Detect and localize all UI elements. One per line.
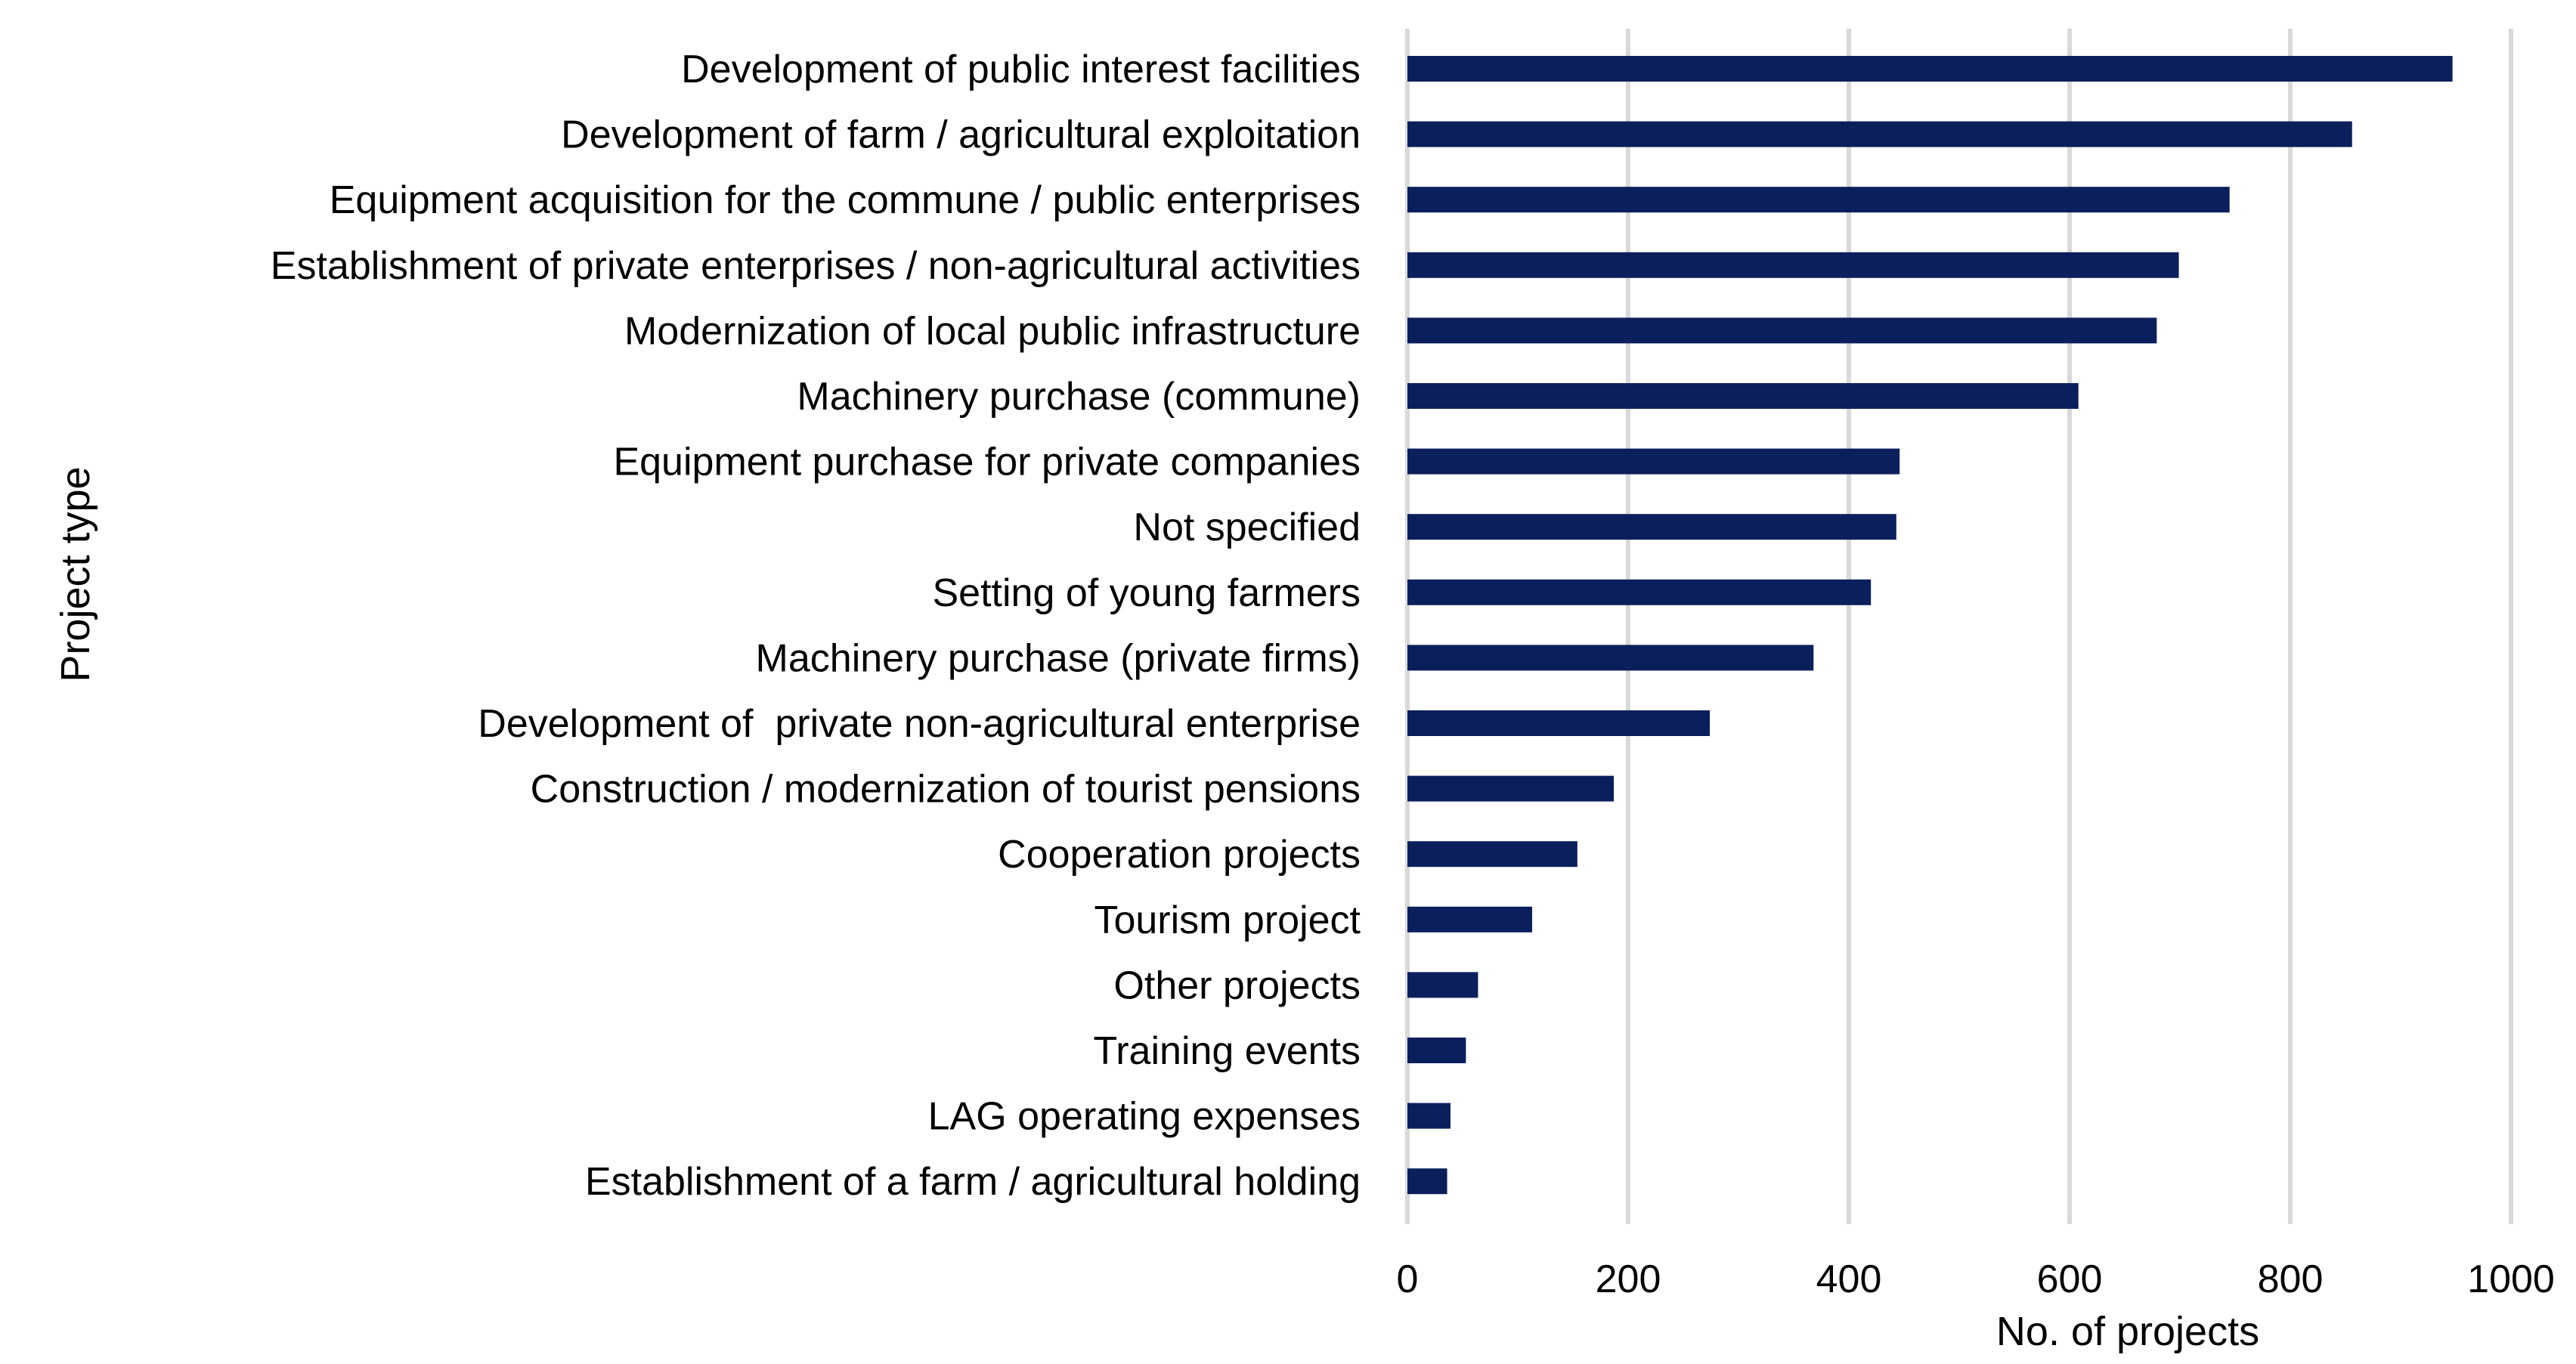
category-label: Development of private non-agricultural … (478, 702, 1361, 746)
bar (1407, 514, 1896, 540)
bar (1407, 448, 1900, 475)
bar (1407, 645, 1814, 671)
category-label: Machinery purchase (commune) (797, 375, 1361, 419)
category-label: Construction / modernization of tourist … (531, 768, 1361, 812)
bar (1407, 775, 1615, 802)
x-tick-label: 600 (2037, 1257, 2103, 1301)
bar (1407, 56, 2453, 82)
category-label: Training events (1093, 1029, 1361, 1073)
category-labels: Development of public interest facilitie… (271, 48, 1361, 1204)
bar (1407, 579, 1872, 605)
bars (1407, 56, 2453, 1195)
bar (1407, 710, 1711, 736)
bar (1407, 1103, 1451, 1129)
bar (1407, 841, 1577, 868)
bar (1407, 383, 2079, 409)
x-tick-labels: 0 200 400 600 800 1000 (1397, 1257, 2555, 1301)
bar (1407, 1038, 1466, 1063)
bar (1407, 1168, 1447, 1195)
bar (1407, 187, 2230, 213)
category-label: Other projects (1113, 963, 1361, 1007)
x-tick-label: 400 (1816, 1257, 1882, 1301)
category-label: Setting of young farmers (932, 571, 1361, 615)
category-label: Tourism project (1094, 899, 1361, 942)
bar (1407, 317, 2157, 344)
gridlines (1405, 29, 2513, 1224)
x-tick-label: 0 (1397, 1257, 1419, 1301)
category-label: Cooperation projects (998, 833, 1361, 877)
bar (1407, 121, 2352, 147)
bar (1407, 252, 2179, 278)
category-label: Equipment purchase for private companies (613, 441, 1361, 484)
x-tick-label: 800 (2258, 1257, 2324, 1301)
category-label: Modernization of local public infrastruc… (624, 309, 1361, 353)
category-label: Establishment of a farm / agricultural h… (585, 1160, 1361, 1204)
category-label: Not specified (1133, 506, 1361, 549)
y-axis-title: Project type (53, 466, 98, 682)
bar (1407, 906, 1532, 933)
x-tick-label: 200 (1596, 1257, 1661, 1301)
x-axis-title: No. of projects (1996, 1309, 2259, 1354)
category-label: Establishment of private enterprises / n… (271, 244, 1361, 288)
category-label: Machinery purchase (private firms) (756, 636, 1361, 680)
bar (1407, 972, 1478, 998)
category-label: Development of farm / agricultural explo… (561, 113, 1361, 157)
category-label: Development of public interest facilitie… (681, 48, 1361, 91)
category-label: Equipment acquisition for the commune / … (330, 178, 1361, 222)
x-tick-label: 1000 (2467, 1257, 2555, 1301)
category-label: LAG operating expenses (928, 1095, 1361, 1139)
